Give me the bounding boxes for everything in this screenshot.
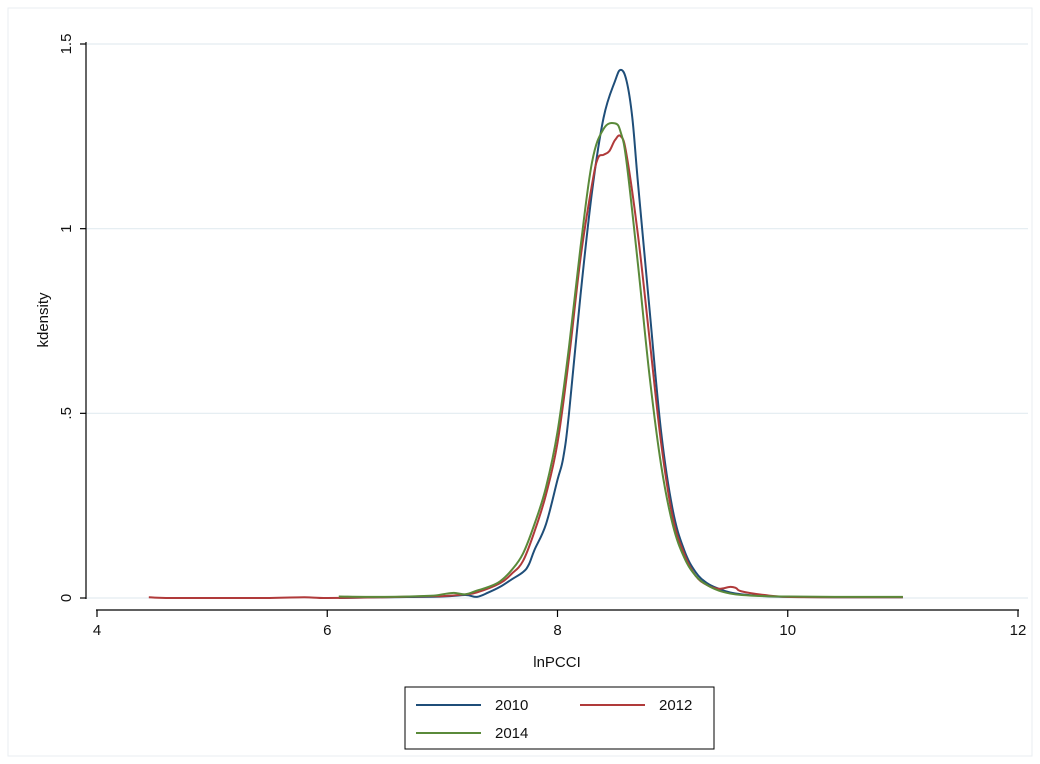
- axes-layer: 0 .5 1 1.5 4 6 8 10 12: [58, 34, 1026, 639]
- y-tick-label-0: 0: [58, 594, 75, 602]
- series-line-2014: [338, 122, 903, 598]
- x-tick-label-0: 4: [93, 622, 101, 639]
- outer-frame: [7, 7, 1033, 757]
- legend-label-2014: 2014: [495, 725, 528, 742]
- x-tick-label-4: 12: [1010, 622, 1027, 639]
- x-tick-label-3: 10: [779, 622, 796, 639]
- legend-box: [404, 686, 715, 750]
- y-tick-label-1: .5: [58, 407, 75, 420]
- series-layer: [148, 68, 903, 600]
- y-axis-title: kdensity: [35, 292, 52, 348]
- legend-label-2012: 2012: [659, 697, 692, 714]
- y-tick-label-2: 1: [58, 224, 75, 232]
- x-tick-label-1: 6: [323, 622, 331, 639]
- legend-items: 2010 2012 2014: [416, 697, 692, 742]
- x-tick-label-2: 8: [553, 622, 561, 639]
- y-tick-label-3: 1.5: [58, 34, 75, 55]
- legend: 2010 2012 2014: [404, 686, 715, 750]
- x-axis-title: lnPCCI: [533, 654, 581, 671]
- legend-label-2010: 2010: [495, 697, 528, 714]
